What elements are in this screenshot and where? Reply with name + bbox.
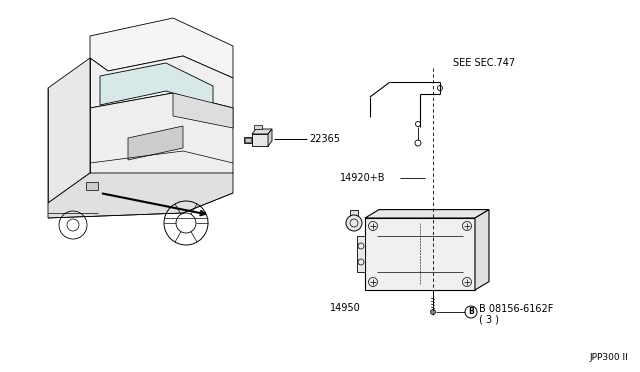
Text: B: B [468, 308, 474, 317]
Circle shape [431, 310, 435, 314]
Polygon shape [48, 58, 90, 203]
Polygon shape [268, 129, 272, 146]
Text: ( 3 ): ( 3 ) [479, 314, 499, 324]
Polygon shape [475, 209, 489, 290]
Polygon shape [357, 236, 365, 272]
Polygon shape [365, 218, 475, 290]
Polygon shape [90, 18, 233, 78]
Polygon shape [254, 125, 262, 129]
Text: 14920+B: 14920+B [340, 173, 385, 183]
Polygon shape [252, 129, 272, 134]
Polygon shape [244, 137, 252, 143]
Text: 22365: 22365 [309, 134, 340, 144]
Polygon shape [100, 63, 213, 105]
Polygon shape [350, 210, 358, 216]
Polygon shape [90, 56, 233, 108]
Text: JPP300 II: JPP300 II [589, 353, 628, 362]
Polygon shape [86, 182, 98, 190]
Polygon shape [128, 126, 183, 160]
Circle shape [346, 215, 362, 231]
Text: B 08156-6162F: B 08156-6162F [479, 304, 554, 314]
Polygon shape [245, 138, 251, 142]
Polygon shape [173, 93, 233, 128]
Text: SEE SEC.747: SEE SEC.747 [453, 58, 515, 68]
Polygon shape [252, 134, 268, 146]
Polygon shape [365, 209, 489, 218]
Text: 14950: 14950 [330, 303, 361, 313]
Polygon shape [48, 173, 233, 218]
Polygon shape [90, 93, 233, 193]
